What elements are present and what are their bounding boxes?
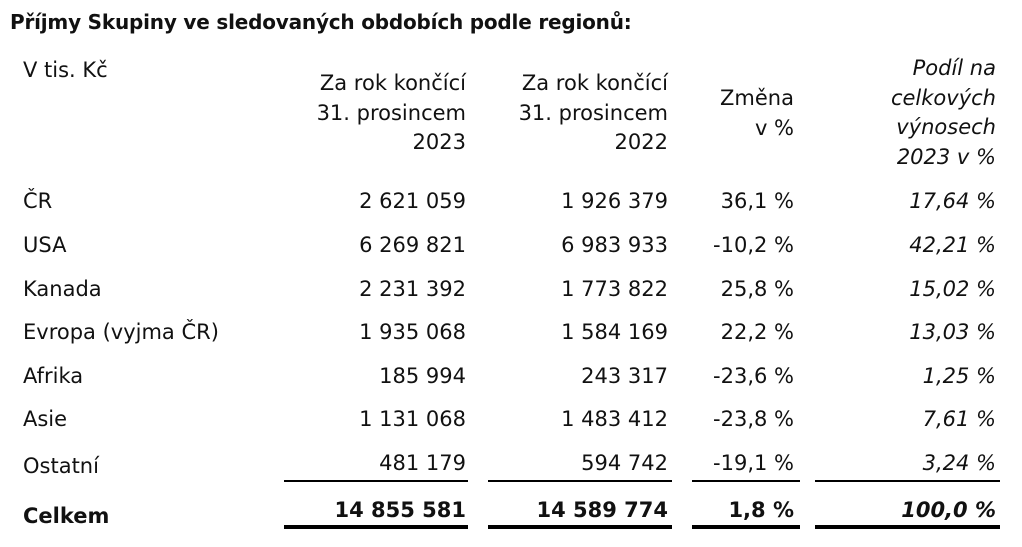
header-2022: Za rok končící 31. prosincem 2022 xyxy=(518,71,668,154)
header-change: Změna v % xyxy=(720,86,794,140)
header-2023: Za rok končící 31. prosincem 2023 xyxy=(316,71,466,154)
total-rule xyxy=(692,525,800,529)
header-share: Podíl na celkových výnosech 2023 v % xyxy=(890,56,996,169)
subtotal-rule xyxy=(692,480,800,482)
total-rule xyxy=(284,525,468,529)
subtotal-rule xyxy=(284,480,468,482)
unit-label: V tis. Kč xyxy=(23,58,108,82)
subtotal-rule xyxy=(815,480,1000,482)
subtotal-rule xyxy=(488,480,672,482)
total-rule xyxy=(488,525,672,529)
table-title: Příjmy Skupiny ve sledovaných obdobích p… xyxy=(10,10,632,34)
total-rule xyxy=(815,525,1000,529)
